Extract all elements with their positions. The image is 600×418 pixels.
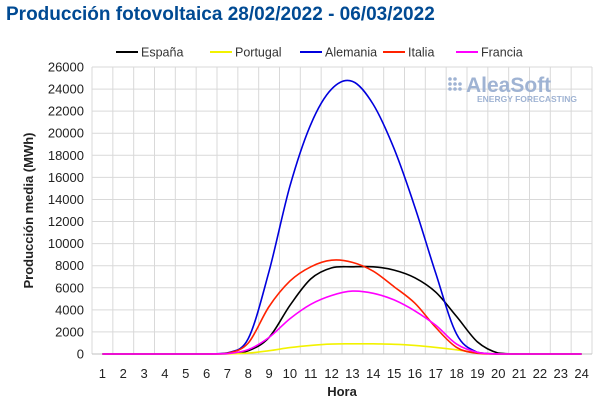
x-tick-label: 11	[304, 366, 318, 381]
x-tick-label: 23	[554, 366, 568, 381]
x-tick-label: 22	[533, 366, 547, 381]
logo-dot	[453, 87, 457, 91]
logo-dot	[453, 82, 457, 86]
logo-dots-icon	[448, 77, 462, 91]
x-tick-label: 3	[140, 366, 147, 381]
x-tick-label: 12	[324, 366, 338, 381]
chart-title: Producción fotovoltaica 28/02/2022 - 06/…	[6, 4, 435, 25]
legend-label-espana: España	[141, 46, 183, 60]
y-tick-label: 24000	[48, 82, 84, 97]
x-tick-label: 10	[283, 366, 297, 381]
legend: España Portugal Alemania Italia Francia	[116, 46, 523, 60]
x-tick-label: 2	[120, 366, 127, 381]
x-tick-label: 7	[224, 366, 231, 381]
x-tick-label: 9	[265, 366, 272, 381]
legend-label-francia: Francia	[481, 46, 523, 60]
x-tick-label: 19	[470, 366, 484, 381]
x-tick-label: 13	[345, 366, 359, 381]
x-tick-label: 14	[366, 366, 380, 381]
y-tick-label: 0	[77, 347, 84, 362]
y-tick-label: 18000	[48, 148, 84, 163]
x-tick-label: 16	[408, 366, 422, 381]
x-tick-label: 17	[429, 366, 443, 381]
x-tick-label: 18	[449, 366, 463, 381]
logo-name: AleaSoft	[466, 74, 551, 97]
y-tick-label: 20000	[48, 126, 84, 141]
x-tick-label: 24	[574, 366, 588, 381]
logo-dot	[458, 87, 462, 91]
aleasoft-logo: AleaSoft ENERGY FORECASTING	[448, 74, 577, 104]
x-tick-label: 15	[387, 366, 401, 381]
x-axis-label: Hora	[327, 384, 357, 399]
axes: 0 2000 4000 6000 8000 10000 12000 14000 16000 180…	[48, 60, 592, 381]
legend-label-italia: Italia	[408, 46, 434, 60]
y-tick-label: 6000	[55, 280, 84, 295]
y-tick-label: 14000	[48, 192, 84, 207]
y-tick-label: 4000	[55, 302, 84, 317]
y-tick-label: 16000	[48, 170, 84, 185]
logo-dot	[458, 82, 462, 86]
y-tick-label: 26000	[48, 60, 84, 75]
legend-label-alemania: Alemania	[325, 46, 377, 60]
legend-label-portugal: Portugal	[235, 46, 282, 60]
y-tick-label: 10000	[48, 236, 84, 251]
x-tick-label: 1	[99, 366, 106, 381]
logo-dot	[448, 87, 452, 91]
x-tick-label: 21	[512, 366, 526, 381]
series-line-francia	[102, 290, 582, 355]
y-tick-label: 8000	[55, 258, 84, 273]
y-tick-label: 22000	[48, 104, 84, 119]
gridlines	[91, 66, 593, 355]
x-tick-label: 8	[245, 366, 252, 381]
logo-dot	[453, 77, 457, 81]
logo-dot	[448, 82, 452, 86]
y-axis-label: Producción media (MWh)	[21, 133, 36, 289]
x-tick-label: 5	[182, 366, 189, 381]
x-tick-label: 20	[491, 366, 505, 381]
series-lines	[102, 79, 582, 355]
y-tick-label: 2000	[55, 324, 84, 339]
logo-tagline: ENERGY FORECASTING	[477, 94, 577, 104]
y-tick-label: 12000	[48, 214, 84, 229]
x-tick-label: 6	[203, 366, 210, 381]
x-tick-label: 4	[161, 366, 168, 381]
logo-dot	[448, 77, 452, 81]
